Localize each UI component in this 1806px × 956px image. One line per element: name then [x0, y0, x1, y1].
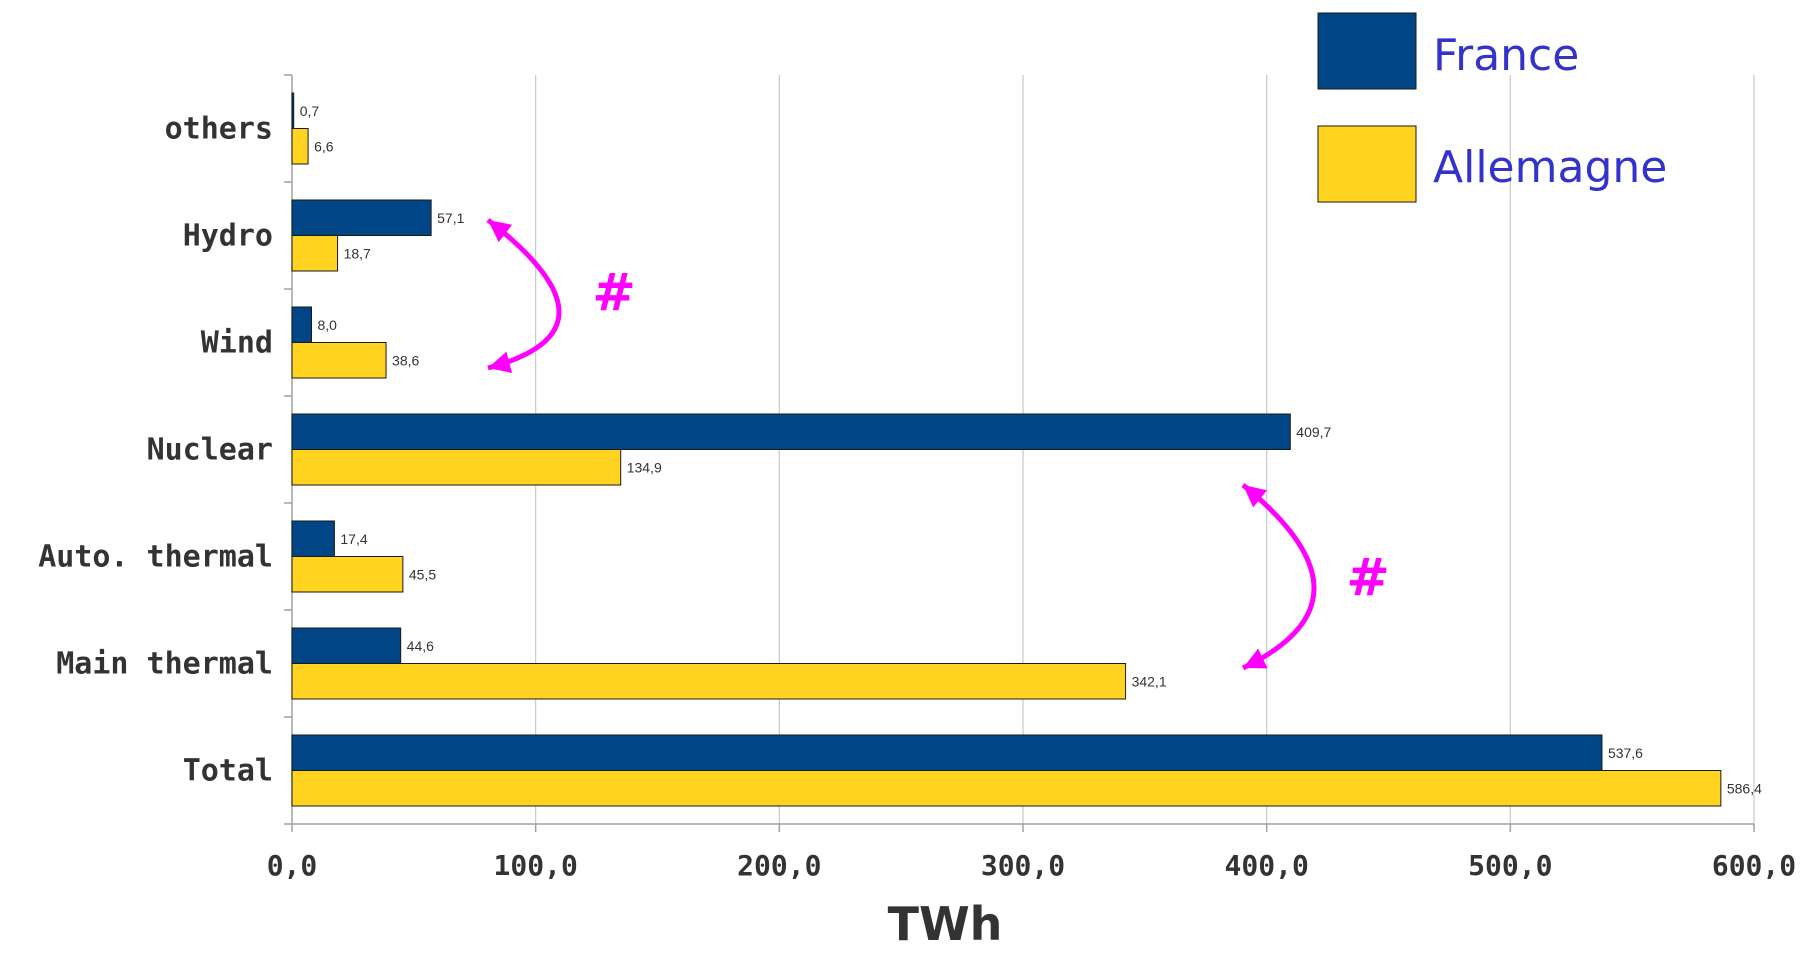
data-label: 8,0 — [317, 317, 337, 333]
bar-france — [291, 413, 1291, 450]
data-label: 342,1 — [1132, 673, 1167, 689]
annotation-arrow-nuclear-thermal — [1241, 483, 1317, 671]
data-label: 537,6 — [1608, 745, 1643, 761]
bar-allemagne — [291, 663, 1127, 700]
annotation-hash: # — [1346, 548, 1390, 608]
bar-allemagne — [291, 235, 339, 272]
bar-france — [291, 734, 1603, 771]
x-tick-label: 600,0 — [1712, 849, 1796, 882]
x-tick-label: 400,0 — [1225, 849, 1309, 882]
bar-france — [291, 199, 432, 236]
data-label: 6,6 — [314, 138, 334, 154]
data-label: 38,6 — [392, 352, 419, 368]
x-tick-label: 300,0 — [981, 849, 1065, 882]
y-category-label: Total — [183, 754, 273, 789]
x-axis-title: TWh — [888, 897, 1003, 951]
data-label: 45,5 — [409, 566, 436, 582]
data-label: 586,4 — [1727, 780, 1762, 796]
y-category-label: Nuclear — [147, 433, 273, 468]
y-category-label: Main thermal — [56, 647, 273, 682]
bar-france — [291, 520, 335, 557]
annotation-arrow-nuclear-thermal-head-bottom — [1243, 648, 1268, 669]
bar-allemagne — [291, 342, 387, 379]
y-category-label: others — [165, 112, 273, 147]
annotation-hash: # — [592, 263, 636, 323]
legend-swatch-allemagne — [1317, 125, 1417, 203]
bar-allemagne — [291, 128, 309, 165]
annotation-arrow-hydro-wind-head-top — [488, 220, 513, 243]
data-label: 18,7 — [344, 245, 371, 261]
bar-allemagne — [291, 556, 404, 593]
x-tick-label: 200,0 — [737, 849, 821, 882]
data-label: 17,4 — [340, 531, 367, 547]
annotation-arrow-hydro-wind-head-bottom — [488, 351, 513, 373]
data-label: 44,6 — [407, 638, 434, 654]
bar-france — [291, 627, 402, 664]
data-label: 409,7 — [1296, 424, 1331, 440]
x-tick-label: 500,0 — [1468, 849, 1552, 882]
bar-allemagne — [291, 770, 1722, 807]
bar-france — [291, 306, 312, 343]
y-category-label: Wind — [201, 326, 273, 361]
annotation-arrow-nuclear-thermal-head-top — [1243, 485, 1268, 508]
y-category-label: Hydro — [183, 219, 273, 254]
data-label: 134,9 — [627, 459, 662, 475]
legend-swatch-france — [1317, 12, 1417, 90]
legend-label-france: France — [1433, 30, 1579, 81]
x-tick-label: 100,0 — [494, 849, 578, 882]
x-tick-label: 0,0 — [267, 849, 318, 882]
data-label: 0,7 — [300, 103, 320, 119]
annotation-arrow-hydro-wind — [486, 218, 562, 371]
y-category-label: Auto. thermal — [38, 540, 273, 575]
bar-france — [291, 92, 295, 129]
data-label: 57,1 — [437, 210, 464, 226]
legend-label-allemagne: Allemagne — [1433, 142, 1667, 193]
bar-allemagne — [291, 449, 622, 486]
